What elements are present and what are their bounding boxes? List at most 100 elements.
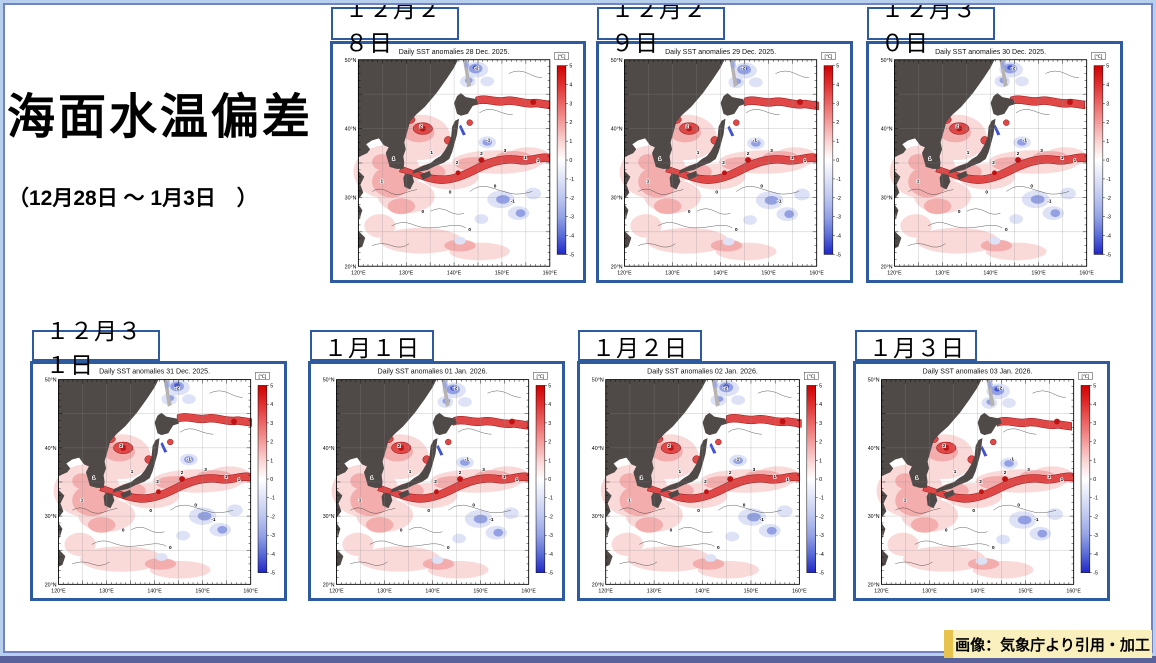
svg-text:1: 1 <box>917 179 920 184</box>
svg-text:140°E: 140°E <box>970 589 985 595</box>
svg-text:0: 0 <box>760 184 763 189</box>
svg-text:-5: -5 <box>1106 252 1111 258</box>
svg-text:-4: -4 <box>1093 552 1098 558</box>
svg-text:150°E: 150°E <box>1031 271 1046 277</box>
page-bottom-accent <box>0 653 1156 656</box>
svg-text:2: 2 <box>270 440 273 446</box>
svg-text:1: 1 <box>791 155 794 160</box>
svg-text:Daily SST anomalies 30 Dec. 20: Daily SST anomalies 30 Dec. 2025. <box>935 49 1046 56</box>
svg-text:-2: -2 <box>1011 66 1016 71</box>
svg-text:160°E: 160°E <box>809 271 824 277</box>
svg-text:0: 0 <box>836 158 839 164</box>
svg-text:40°N: 40°N <box>868 446 880 452</box>
svg-text:0: 0 <box>958 209 961 214</box>
svg-text:-2: -2 <box>474 66 479 71</box>
svg-text:[℃]: [℃] <box>1094 54 1102 59</box>
svg-text:1: 1 <box>1048 474 1051 479</box>
svg-text:-3: -3 <box>1106 215 1111 221</box>
svg-text:-3: -3 <box>1093 533 1098 539</box>
svg-text:-1: -1 <box>836 177 841 183</box>
svg-text:1: 1 <box>381 179 384 184</box>
svg-text:2: 2 <box>729 470 732 475</box>
sst-map-panel-jan1: 50°N 40°N 30°N 20°N 120°E 130°E 140°E 150°E 160°… <box>308 361 565 601</box>
svg-text:4: 4 <box>569 82 572 88</box>
svg-text:40°N: 40°N <box>45 446 57 452</box>
svg-text:130°E: 130°E <box>399 271 414 277</box>
svg-text:1: 1 <box>640 475 643 480</box>
svg-text:2: 2 <box>836 120 839 126</box>
svg-text:150°E: 150°E <box>195 589 210 595</box>
svg-text:160°E: 160°E <box>1066 589 1081 595</box>
svg-text:30°N: 30°N <box>611 196 623 202</box>
svg-text:-1: -1 <box>1047 198 1052 203</box>
svg-text:30°N: 30°N <box>345 196 357 202</box>
svg-text:-4: -4 <box>819 552 824 558</box>
svg-text:-1: -1 <box>760 517 765 522</box>
svg-text:1: 1 <box>928 156 931 161</box>
sst-map-dec29: 50°N 40°N 30°N 20°N 120°E 130°E 140°E 150°E 160°… <box>599 44 850 280</box>
svg-text:2: 2 <box>979 479 982 484</box>
svg-text:1: 1 <box>537 158 540 163</box>
svg-text:40°N: 40°N <box>323 446 335 452</box>
svg-text:-1: -1 <box>753 137 758 142</box>
svg-text:Daily SST anomalies 03 Jan. 20: Daily SST anomalies 03 Jan. 2026. <box>923 369 1033 376</box>
svg-text:0: 0 <box>715 189 718 194</box>
svg-text:120°E: 120°E <box>351 271 366 277</box>
svg-text:4: 4 <box>836 82 839 88</box>
svg-text:1: 1 <box>430 150 433 155</box>
svg-text:0: 0 <box>1093 477 1096 483</box>
svg-text:0: 0 <box>270 477 273 483</box>
svg-text:0: 0 <box>548 477 551 483</box>
svg-text:3: 3 <box>1106 101 1109 107</box>
svg-text:0: 0 <box>122 528 125 533</box>
svg-text:-2: -2 <box>270 514 275 520</box>
svg-text:3: 3 <box>569 101 572 107</box>
svg-text:150°E: 150°E <box>495 271 510 277</box>
svg-text:3: 3 <box>1093 421 1096 427</box>
svg-text:0: 0 <box>400 528 403 533</box>
svg-text:0: 0 <box>992 545 995 550</box>
svg-text:4: 4 <box>1106 82 1109 88</box>
svg-text:0: 0 <box>149 508 152 513</box>
svg-text:50°N: 50°N <box>45 378 57 384</box>
svg-text:1: 1 <box>548 458 551 464</box>
svg-text:1: 1 <box>1074 158 1077 163</box>
svg-text:0: 0 <box>985 189 988 194</box>
svg-text:2: 2 <box>722 160 725 165</box>
svg-text:-1: -1 <box>465 457 470 462</box>
svg-text:4: 4 <box>819 402 822 408</box>
svg-text:2: 2 <box>819 440 822 446</box>
svg-text:1: 1 <box>904 497 907 502</box>
date-label-dec31: １２月３１日 <box>32 318 160 378</box>
svg-text:2: 2 <box>1106 120 1109 126</box>
svg-text:130°E: 130°E <box>647 589 662 595</box>
svg-text:3: 3 <box>270 421 273 427</box>
svg-text:0: 0 <box>1005 227 1008 232</box>
date-label-dec29: １２月２９日 <box>597 0 725 56</box>
svg-text:3: 3 <box>1027 467 1030 472</box>
svg-text:3: 3 <box>504 148 507 153</box>
svg-text:2: 2 <box>747 151 750 156</box>
svg-text:-1: -1 <box>486 137 491 142</box>
page-bottom-band <box>0 656 1156 663</box>
svg-text:[℃]: [℃] <box>258 374 266 379</box>
svg-text:-5: -5 <box>836 252 841 258</box>
svg-text:1: 1 <box>628 498 631 503</box>
svg-text:160°E: 160°E <box>792 589 807 595</box>
svg-text:5: 5 <box>548 383 551 389</box>
svg-text:140°E: 140°E <box>425 589 440 595</box>
svg-text:1: 1 <box>1061 477 1064 482</box>
svg-text:4: 4 <box>270 402 273 408</box>
svg-text:2: 2 <box>181 470 184 475</box>
svg-text:1: 1 <box>359 497 362 502</box>
svg-text:5: 5 <box>1106 64 1109 70</box>
svg-text:-5: -5 <box>270 571 275 577</box>
svg-text:-2: -2 <box>836 196 841 202</box>
sst-map-dec31: 50°N 40°N 30°N 20°N 120°E 130°E 140°E 150°E 160°… <box>33 364 284 598</box>
svg-text:1: 1 <box>954 469 957 474</box>
svg-text:20°N: 20°N <box>592 583 604 589</box>
svg-text:2: 2 <box>956 124 959 129</box>
svg-text:0: 0 <box>819 477 822 483</box>
